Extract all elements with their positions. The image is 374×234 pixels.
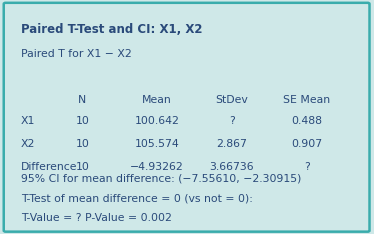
FancyBboxPatch shape xyxy=(4,3,370,232)
Text: X2: X2 xyxy=(21,139,35,149)
Text: 100.642: 100.642 xyxy=(135,116,180,126)
Text: 10: 10 xyxy=(75,116,89,126)
Text: Paired T-Test and CI: X1, X2: Paired T-Test and CI: X1, X2 xyxy=(21,23,202,37)
Text: N: N xyxy=(78,95,86,105)
Text: 95% CI for mean difference: (−7.55610, −2.30915): 95% CI for mean difference: (−7.55610, −… xyxy=(21,173,301,183)
Text: StDev: StDev xyxy=(215,95,248,105)
Text: X1: X1 xyxy=(21,116,35,126)
Text: T-Test of mean difference = 0 (vs not = 0):: T-Test of mean difference = 0 (vs not = … xyxy=(21,193,252,203)
Text: 2.867: 2.867 xyxy=(217,139,247,149)
Text: 3.66736: 3.66736 xyxy=(209,162,254,172)
Text: SE Mean: SE Mean xyxy=(283,95,330,105)
Text: 10: 10 xyxy=(75,139,89,149)
Text: T-Value = ? P-Value = 0.002: T-Value = ? P-Value = 0.002 xyxy=(21,213,171,223)
Text: ?: ? xyxy=(304,162,310,172)
Text: 105.574: 105.574 xyxy=(135,139,180,149)
Text: Difference: Difference xyxy=(21,162,77,172)
Text: −4.93262: −4.93262 xyxy=(130,162,184,172)
Text: Mean: Mean xyxy=(142,95,172,105)
Text: 0.907: 0.907 xyxy=(291,139,322,149)
Text: Paired T for X1 − X2: Paired T for X1 − X2 xyxy=(21,49,131,59)
Text: ?: ? xyxy=(229,116,235,126)
Text: 10: 10 xyxy=(75,162,89,172)
Text: 0.488: 0.488 xyxy=(291,116,322,126)
